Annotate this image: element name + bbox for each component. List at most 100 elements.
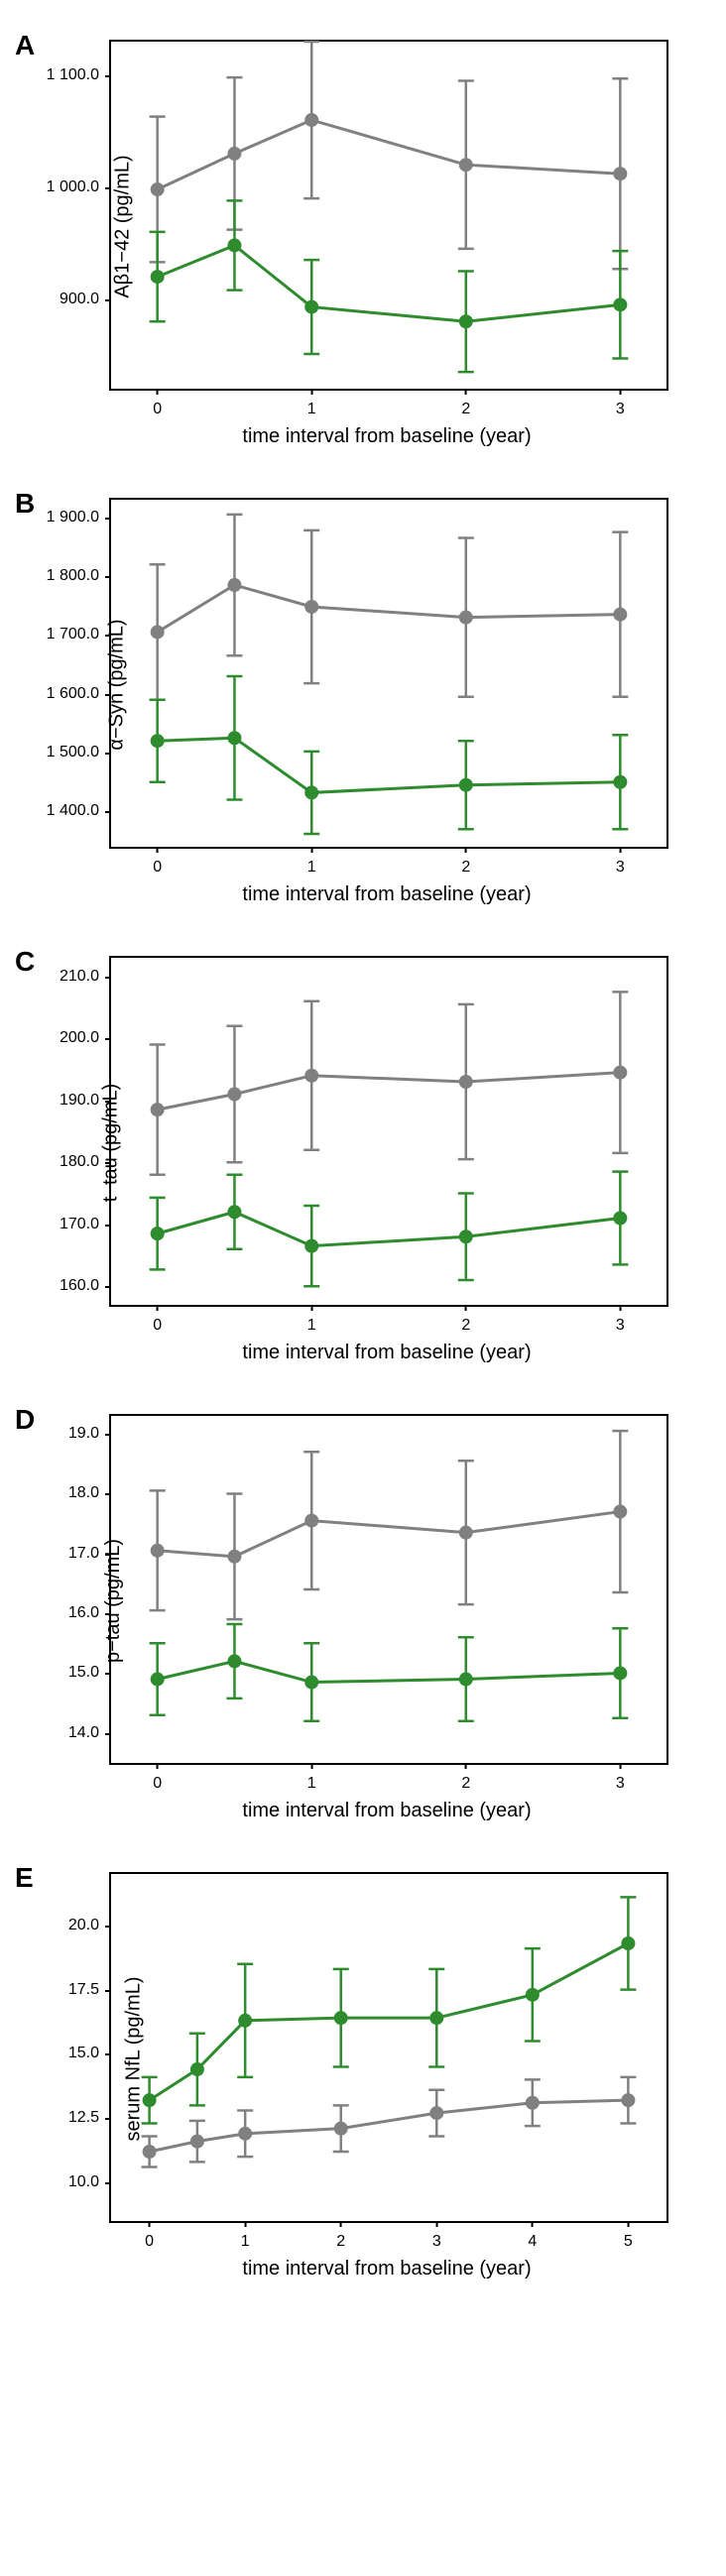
panel-label: C: [15, 946, 35, 978]
data-point: [526, 1988, 540, 2002]
series-line: [158, 245, 621, 321]
x-tick: 0: [145, 2221, 154, 2251]
x-axis-label: time interval from baseline (year): [109, 2258, 665, 2281]
y-tick: 17.5: [68, 1981, 111, 1999]
chart-area: 14.015.016.017.018.019.00123p−tau (pg/mL…: [109, 1414, 668, 1765]
data-point: [526, 2096, 540, 2110]
y-tick: 19.0: [68, 1425, 111, 1443]
data-point: [429, 2106, 443, 2120]
x-tick: 2: [461, 1305, 470, 1335]
y-tick: 15.0: [68, 1664, 111, 1682]
data-point: [190, 2062, 204, 2076]
data-point: [190, 2135, 204, 2149]
data-point: [459, 1229, 473, 1243]
panel-label: E: [15, 1862, 34, 1894]
y-tick: 170.0: [60, 1216, 111, 1233]
data-point: [227, 1205, 241, 1219]
x-tick: 0: [153, 1763, 162, 1793]
data-point: [621, 2093, 635, 2107]
x-tick: 0: [153, 847, 162, 877]
y-tick: 14.0: [68, 1724, 111, 1742]
y-tick: 1 800.0: [47, 567, 111, 585]
y-tick: 1 100.0: [47, 66, 111, 84]
y-tick: 900.0: [60, 291, 111, 308]
data-point: [334, 2011, 348, 2025]
data-point: [304, 1069, 318, 1083]
data-point: [227, 1088, 241, 1102]
x-tick: 5: [624, 2221, 633, 2251]
y-tick: 1 600.0: [47, 685, 111, 703]
data-point: [459, 611, 473, 625]
x-tick: 1: [307, 847, 316, 877]
x-tick: 1: [307, 1763, 316, 1793]
data-point: [151, 1227, 165, 1240]
panel-label: A: [15, 30, 35, 61]
x-tick: 1: [241, 2221, 250, 2251]
plot-svg: [111, 42, 666, 389]
data-point: [459, 778, 473, 792]
series-line: [158, 1512, 621, 1557]
data-point: [334, 2122, 348, 2136]
y-tick: 20.0: [68, 1917, 111, 1934]
data-point: [143, 2093, 157, 2107]
data-point: [238, 2014, 252, 2028]
series-line: [158, 120, 621, 189]
x-tick: 3: [616, 1763, 625, 1793]
data-point: [151, 625, 165, 639]
y-tick: 18.0: [68, 1484, 111, 1502]
data-point: [238, 2127, 252, 2141]
plot-svg: [111, 958, 666, 1305]
plot-svg: [111, 1416, 666, 1763]
series-line: [158, 1661, 621, 1682]
plot-svg: [111, 500, 666, 847]
series-line: [158, 1212, 621, 1245]
data-point: [613, 1666, 627, 1680]
data-point: [304, 785, 318, 799]
x-tick: 3: [616, 847, 625, 877]
data-point: [459, 1075, 473, 1089]
data-point: [613, 1505, 627, 1519]
data-point: [613, 167, 627, 180]
data-point: [227, 1550, 241, 1564]
data-point: [304, 1676, 318, 1690]
x-axis-label: time interval from baseline (year): [109, 425, 665, 448]
data-point: [304, 600, 318, 614]
x-tick: 3: [432, 2221, 441, 2251]
panel-E: E10.012.515.017.520.0012345serum NfL (pg…: [20, 1872, 706, 2281]
data-point: [613, 1066, 627, 1080]
y-tick: 1 500.0: [47, 744, 111, 761]
data-point: [304, 1514, 318, 1528]
x-axis-label: time interval from baseline (year): [109, 883, 665, 906]
data-point: [151, 1673, 165, 1687]
y-tick: 210.0: [60, 968, 111, 986]
data-point: [459, 1526, 473, 1540]
data-point: [151, 1544, 165, 1558]
series-line: [158, 1073, 621, 1111]
x-tick: 2: [461, 389, 470, 418]
y-tick: 1 000.0: [47, 178, 111, 196]
chart-area: 160.0170.0180.0190.0200.0210.00123t−tau …: [109, 956, 668, 1307]
data-point: [459, 314, 473, 328]
data-point: [227, 731, 241, 745]
y-tick: 200.0: [60, 1029, 111, 1047]
panel-label: B: [15, 488, 35, 520]
y-tick: 15.0: [68, 2045, 111, 2062]
data-point: [459, 1673, 473, 1687]
data-point: [151, 1103, 165, 1116]
y-tick: 12.5: [68, 2109, 111, 2127]
data-point: [304, 1239, 318, 1253]
panel-B: B1 400.01 500.01 600.01 700.01 800.01 90…: [20, 498, 706, 906]
data-point: [613, 608, 627, 622]
x-tick: 1: [307, 1305, 316, 1335]
data-point: [227, 238, 241, 252]
series-line: [158, 585, 621, 632]
data-point: [143, 2145, 157, 2159]
panel-D: D14.015.016.017.018.019.00123p−tau (pg/m…: [20, 1414, 706, 1822]
data-point: [613, 775, 627, 789]
data-point: [459, 158, 473, 172]
data-point: [304, 300, 318, 314]
data-point: [151, 182, 165, 196]
data-point: [151, 270, 165, 284]
data-point: [429, 2011, 443, 2025]
x-axis-label: time interval from baseline (year): [109, 1342, 665, 1364]
